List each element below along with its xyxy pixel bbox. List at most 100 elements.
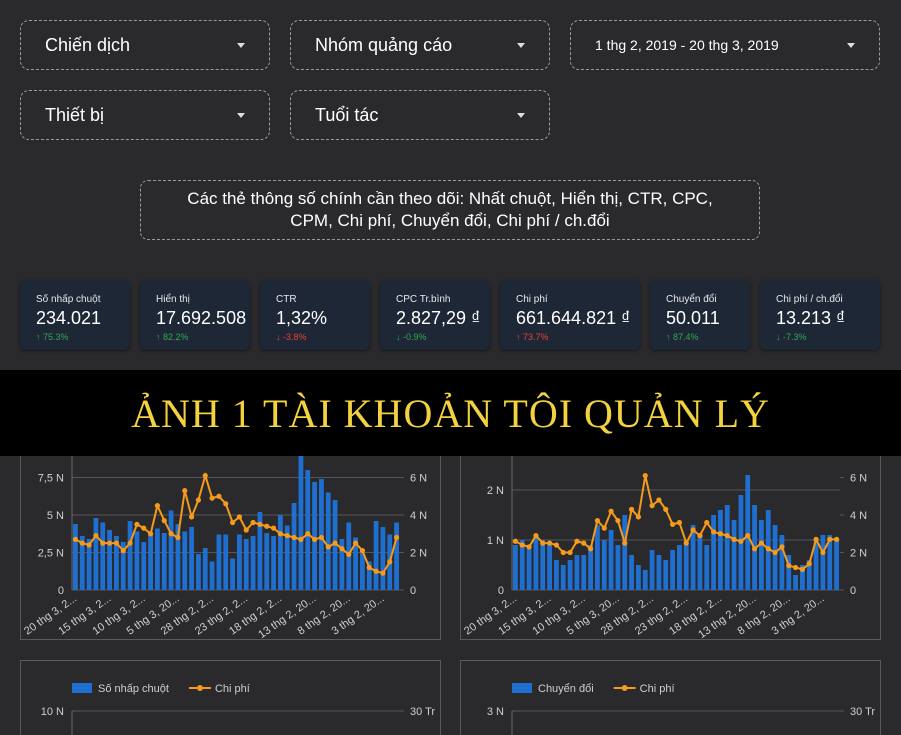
line-point bbox=[229, 519, 236, 526]
kpi-delta: ↑ 87.4% bbox=[666, 332, 699, 342]
line-point bbox=[188, 514, 195, 520]
line-point bbox=[72, 536, 79, 542]
caret-icon bbox=[237, 42, 245, 48]
bar bbox=[264, 533, 270, 590]
line-point bbox=[270, 525, 277, 531]
bar bbox=[339, 539, 345, 590]
line-point bbox=[526, 544, 532, 550]
y-tick-label: 3 N bbox=[487, 706, 504, 718]
line-point bbox=[93, 533, 99, 539]
line-point bbox=[690, 527, 696, 533]
y-tick-label: 1 N bbox=[487, 535, 504, 547]
line-point bbox=[305, 531, 311, 537]
line-point bbox=[540, 540, 546, 546]
bar bbox=[533, 535, 539, 590]
line-point bbox=[512, 538, 519, 544]
date-picker[interactable]: 1 thg 2, 2019 - 20 thg 3, 2019 bbox=[570, 20, 880, 70]
line-point bbox=[587, 546, 594, 552]
y2-tick-label: 30 Tr bbox=[410, 706, 435, 718]
line-point bbox=[236, 514, 243, 520]
line-point bbox=[615, 518, 621, 524]
y-tick-label: 2,5 N bbox=[38, 548, 64, 560]
line-point bbox=[339, 546, 345, 552]
legend-swatch bbox=[72, 683, 92, 693]
line-point bbox=[704, 519, 710, 526]
kpi-value: 17.692.508 bbox=[156, 308, 247, 328]
line-point bbox=[318, 534, 325, 541]
bar bbox=[353, 537, 358, 590]
caret-icon bbox=[517, 112, 525, 118]
line-point bbox=[195, 497, 202, 503]
line-point bbox=[827, 536, 833, 542]
bar bbox=[540, 540, 546, 590]
line-point bbox=[380, 570, 386, 576]
bar bbox=[813, 540, 819, 590]
line-point bbox=[161, 518, 167, 524]
line-point bbox=[772, 549, 778, 556]
line-point bbox=[359, 548, 366, 554]
info-text: Các thẻ thông số chính cần theo dõi: Nhấ… bbox=[187, 189, 713, 230]
line-point bbox=[325, 544, 331, 550]
line-point bbox=[806, 561, 812, 567]
bar bbox=[134, 531, 140, 590]
legend-swatch bbox=[512, 683, 532, 693]
line-point bbox=[250, 519, 256, 526]
line-point bbox=[683, 540, 689, 546]
line-point bbox=[154, 503, 161, 509]
bar bbox=[394, 522, 399, 590]
kpi-card: Chi phí / ch.đổi 13.213 ₫ ↓ -7.3% bbox=[760, 280, 880, 350]
line-point bbox=[724, 533, 730, 539]
line-point bbox=[738, 538, 744, 544]
line-point bbox=[175, 534, 181, 541]
bar bbox=[526, 545, 532, 590]
bar bbox=[834, 540, 839, 590]
line-point bbox=[291, 534, 297, 541]
bar bbox=[189, 527, 194, 590]
line-point bbox=[581, 540, 587, 546]
y2-tick-label: 6 N bbox=[410, 473, 427, 485]
dropdown[interactable]: Thiết bị bbox=[20, 90, 270, 140]
line-point bbox=[745, 533, 751, 539]
bar bbox=[622, 515, 628, 590]
bar bbox=[601, 540, 607, 590]
bar bbox=[759, 520, 764, 590]
legend-dot bbox=[196, 685, 203, 691]
bar bbox=[175, 524, 181, 590]
line-point bbox=[373, 568, 379, 574]
y2-tick-label: 4 N bbox=[850, 510, 867, 522]
line-point bbox=[601, 525, 607, 531]
line-point bbox=[751, 546, 758, 552]
line-point bbox=[656, 497, 662, 503]
bar bbox=[319, 479, 324, 590]
line-point bbox=[594, 518, 601, 524]
line-point bbox=[758, 540, 765, 546]
dropdown[interactable]: Tuổi tác bbox=[290, 90, 550, 140]
line-point bbox=[533, 533, 539, 539]
line-point bbox=[820, 549, 826, 556]
bar bbox=[711, 515, 716, 590]
bar bbox=[636, 565, 641, 590]
kpi-card: CTR 1,32% ↓ -3.8% bbox=[260, 280, 370, 350]
line-point bbox=[628, 506, 635, 512]
info-box: Các thẻ thông số chính cần theo dõi: Nhấ… bbox=[140, 180, 760, 240]
bar bbox=[305, 470, 311, 590]
dropdown-label: Chiến dịch bbox=[45, 34, 131, 55]
bar bbox=[278, 515, 283, 590]
bar bbox=[772, 525, 778, 590]
line-point bbox=[298, 536, 304, 542]
bar bbox=[718, 510, 723, 590]
kpi-label: Chi phí / ch.đổi bbox=[776, 294, 843, 305]
bar bbox=[100, 522, 106, 590]
dropdown[interactable]: Chiến dịch bbox=[20, 20, 270, 70]
bar bbox=[366, 561, 372, 590]
bar bbox=[161, 533, 167, 590]
bar bbox=[230, 558, 235, 590]
kpi-value: 13.213 ₫ bbox=[776, 308, 846, 328]
line-point bbox=[387, 559, 393, 565]
line-point bbox=[813, 536, 819, 542]
y2-tick-label: 6 N bbox=[850, 473, 867, 485]
bar bbox=[155, 528, 160, 590]
dropdown[interactable]: Nhóm quảng cáo bbox=[290, 20, 550, 70]
bar bbox=[786, 555, 792, 590]
